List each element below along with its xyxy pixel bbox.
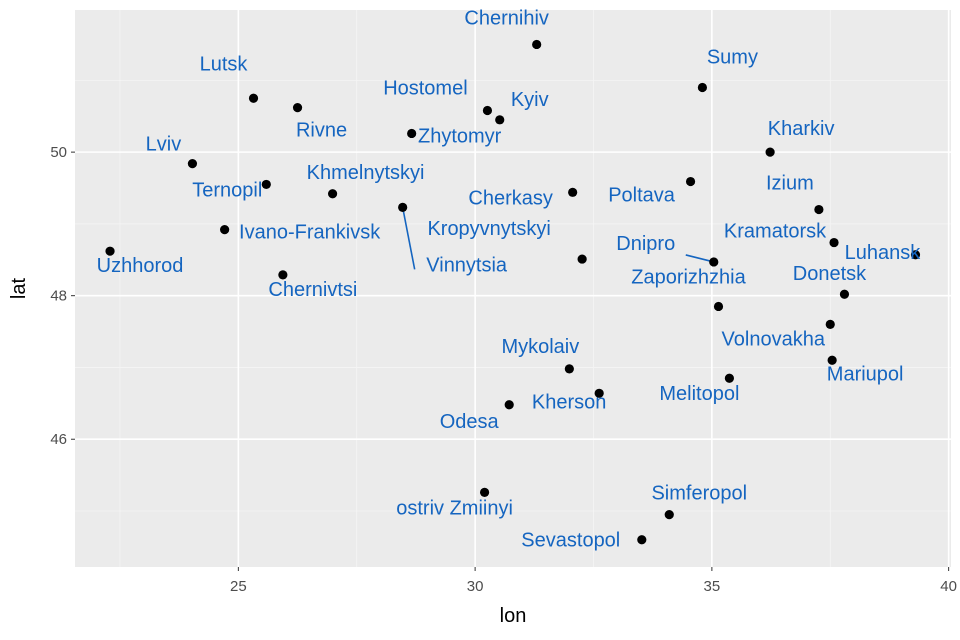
- x-axis: 25 30 35 40: [230, 567, 957, 595]
- point-ternopil: [261, 179, 271, 190]
- point-kyiv: [495, 115, 505, 125]
- label-poltava: Poltava: [608, 185, 676, 207]
- label-volnovakha: Volnovakha: [722, 328, 826, 350]
- point-cherkasy: [568, 187, 578, 197]
- label-zhytomyr: Zhytomyr: [418, 125, 502, 147]
- point-kherson: [594, 388, 604, 398]
- point-volnovakha: [825, 319, 835, 329]
- data-points: [105, 39, 921, 545]
- leader-dnipro: [685, 254, 714, 263]
- point-simferopol: [664, 510, 674, 520]
- label-melitopol: Melitopol: [659, 383, 739, 405]
- point-izium: [814, 204, 824, 215]
- x-tick-label: 30: [467, 578, 484, 595]
- point-uzhhorod: [105, 246, 115, 256]
- point-kharkiv: [765, 147, 775, 157]
- point-poltava: [685, 176, 696, 187]
- label-mykolaiv: Mykolaiv: [501, 336, 579, 358]
- minor-gridlines: [75, 10, 951, 567]
- x-tick-label: 40: [940, 578, 957, 595]
- x-tick-label: 25: [230, 578, 247, 595]
- city-labels: Chernihiv Sumy Lutsk Rivne Hostomel Kyiv Zhyto…: [97, 7, 922, 551]
- label-hostomel: Hostomel: [383, 77, 467, 99]
- label-uzhhorod: Uzhhorod: [97, 255, 184, 277]
- point-dnipro: [709, 257, 719, 267]
- point-kropyvnytskyi: [577, 254, 587, 264]
- label-kharkiv: Kharkiv: [768, 118, 835, 140]
- y-tick-label: 50: [50, 144, 67, 161]
- label-lutsk: Lutsk: [200, 53, 249, 75]
- point-melitopol: [724, 373, 734, 383]
- label-kropyvnytskyi: Kropyvnytskyi: [427, 218, 550, 240]
- label-leader-lines: [401, 207, 714, 270]
- point-vinnytsia: [398, 202, 408, 212]
- label-khmelnytskyi: Khmelnytskyi: [307, 162, 425, 184]
- point-odesa: [504, 400, 514, 410]
- label-ternopil: Ternopil: [192, 179, 262, 201]
- point-ivano-frankivsk: [220, 225, 230, 235]
- point-luhansk: [910, 250, 921, 260]
- label-vinnytsia: Vinnytsia: [426, 254, 508, 276]
- label-kherson: Kherson: [532, 391, 607, 413]
- label-cherkasy: Cherkasy: [468, 187, 552, 209]
- label-luhansk: Luhansk: [845, 242, 922, 264]
- y-tick-label: 46: [50, 431, 67, 448]
- label-kramatorsk: Kramatorsk: [724, 221, 827, 243]
- label-odesa: Odesa: [440, 411, 500, 433]
- point-lviv: [187, 159, 198, 169]
- label-rivne: Rivne: [296, 120, 347, 142]
- label-kyiv: Kyiv: [511, 89, 549, 111]
- point-sumy: [697, 82, 708, 93]
- point-mariupol: [827, 355, 837, 365]
- x-tick-label: 35: [704, 578, 721, 595]
- point-kramatorsk: [829, 237, 839, 248]
- y-axis-title: lat: [8, 277, 30, 299]
- label-ostriv-zmiinyi: ostriv Zmiinyi: [396, 497, 513, 519]
- x-axis-title: lon: [500, 605, 527, 627]
- label-donetsk: Donetsk: [793, 263, 867, 285]
- label-lviv: Lviv: [146, 134, 182, 156]
- point-chernihiv: [532, 39, 542, 50]
- point-zhytomyr: [407, 128, 417, 139]
- label-simferopol: Simferopol: [651, 483, 747, 505]
- point-khmelnytskyi: [327, 189, 338, 199]
- point-lutsk: [248, 93, 259, 103]
- label-chernivtsi: Chernivtsi: [268, 279, 357, 301]
- point-sevastopol: [637, 535, 647, 545]
- label-zaporizhzhia: Zaporizhzhia: [631, 266, 746, 288]
- y-axis: 46 48 50: [50, 144, 75, 448]
- point-rivne: [292, 103, 303, 113]
- label-izium: Izium: [766, 173, 814, 195]
- point-mykolaiv: [564, 364, 574, 374]
- label-ivano-frankivsk: Ivano-Frankivsk: [239, 222, 381, 244]
- major-gridlines: [75, 10, 951, 567]
- plot-panel: [75, 10, 951, 567]
- point-hostomel: [482, 105, 493, 116]
- label-sevastopol: Sevastopol: [521, 530, 620, 552]
- label-mariupol: Mariupol: [827, 363, 904, 385]
- label-sumy: Sumy: [707, 47, 758, 69]
- label-dnipro: Dnipro: [616, 233, 675, 255]
- label-chernihiv: Chernihiv: [464, 7, 548, 29]
- point-chernivtsi: [278, 270, 288, 280]
- y-tick-label: 48: [50, 288, 67, 305]
- leader-vinnytsia: [401, 207, 416, 270]
- point-ostriv-zmiinyi: [479, 487, 490, 497]
- point-zaporizhzhia: [713, 301, 724, 312]
- point-donetsk: [839, 289, 850, 299]
